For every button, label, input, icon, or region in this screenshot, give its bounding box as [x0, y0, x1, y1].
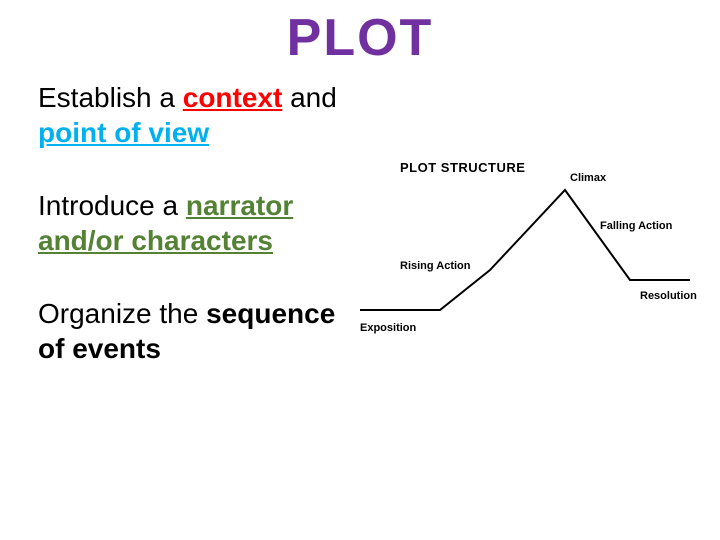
diagram-title: PLOT STRUCTURE: [400, 160, 525, 175]
bullet-3: Organize the sequence of events: [38, 296, 348, 366]
bullet-1-pre: Establish a: [38, 82, 183, 113]
bullet-2-pre: Introduce a: [38, 190, 186, 221]
label-resolution: Resolution: [640, 290, 697, 302]
label-exposition: Exposition: [360, 322, 416, 334]
bullet-2: Introduce a narrator and/or characters: [38, 188, 348, 258]
bullet-1-mid: and: [282, 82, 337, 113]
bullet-3-pre: Organize the: [38, 298, 206, 329]
label-climax: Climax: [570, 172, 606, 184]
plot-structure-diagram: PLOT STRUCTURE Exposition Rising Action …: [350, 160, 700, 360]
bullet-list: Establish a context and point of view In…: [38, 80, 348, 404]
page-title: PLOT: [0, 8, 720, 68]
bullet-1-em2: point of view: [38, 117, 209, 148]
bullet-1-em1: context: [183, 82, 283, 113]
label-falling: Falling Action: [600, 220, 672, 232]
label-rising: Rising Action: [400, 260, 470, 272]
bullet-1: Establish a context and point of view: [38, 80, 348, 150]
